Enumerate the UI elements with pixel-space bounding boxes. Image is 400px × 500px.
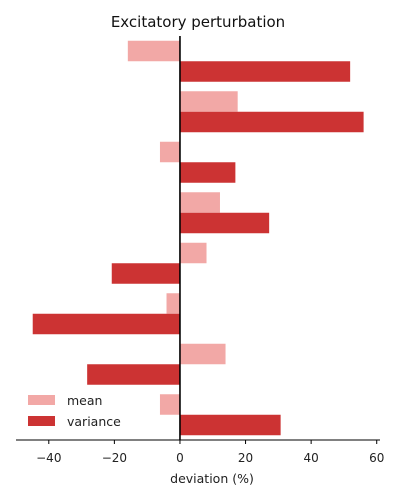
x-axis-label: deviation (%) xyxy=(170,471,254,486)
bar-mean-5 xyxy=(179,242,207,264)
chart-title: Excitatory perturbation xyxy=(111,13,285,31)
x-tick-label: −20 xyxy=(102,451,127,465)
x-tick-label: 20 xyxy=(238,451,253,465)
bar-variance-7 xyxy=(87,364,180,385)
x-tick-label: 60 xyxy=(369,451,384,465)
bar-variance-5 xyxy=(111,263,180,284)
legend: mean variance xyxy=(28,393,121,429)
legend-label-variance: variance xyxy=(67,414,121,429)
x-tick-label: −40 xyxy=(36,451,61,465)
bar-mean-2 xyxy=(179,91,238,112)
legend-swatch-mean xyxy=(28,395,55,405)
bars-group xyxy=(32,40,364,436)
bar-mean-3 xyxy=(159,141,180,163)
bar-variance-2 xyxy=(179,111,364,133)
legend-label-mean: mean xyxy=(67,393,102,408)
x-tick-label: 0 xyxy=(176,451,184,465)
bar-mean-4 xyxy=(179,192,220,213)
bar-mean-1 xyxy=(127,40,180,62)
bar-mean-8 xyxy=(159,394,180,415)
legend-swatch-variance xyxy=(28,416,55,426)
bar-variance-3 xyxy=(179,162,236,183)
bar-variance-6 xyxy=(32,313,180,335)
bar-variance-4 xyxy=(179,212,270,234)
bar-mean-7 xyxy=(179,343,226,365)
bar-variance-1 xyxy=(179,61,351,82)
x-axis-ticks: −40 −20 0 20 40 60 xyxy=(36,440,384,465)
bar-mean-6 xyxy=(166,293,180,314)
bar-variance-8 xyxy=(179,414,281,436)
x-tick-label: 40 xyxy=(303,451,318,465)
